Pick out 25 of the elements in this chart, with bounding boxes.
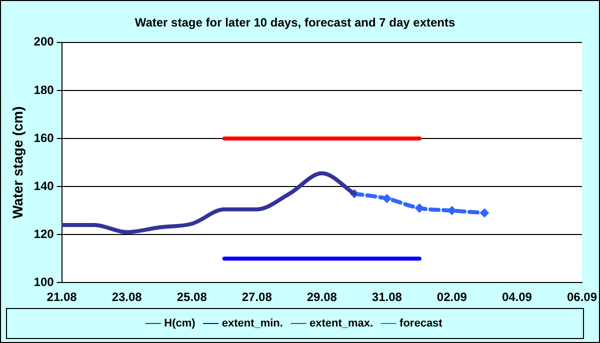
x-tick-label: 29.08 xyxy=(306,290,338,304)
y-tick-label: 140 xyxy=(34,178,54,193)
x-tick-label: 21.08 xyxy=(46,290,78,304)
x-tick-label: 04.09 xyxy=(502,290,532,304)
y-tick-label: 120 xyxy=(34,226,54,241)
point xyxy=(382,194,392,204)
x-tick-label: 31.08 xyxy=(372,290,402,304)
legend-label: extent_min. xyxy=(222,318,283,330)
x-tick-label: 27.08 xyxy=(242,290,272,304)
point xyxy=(480,208,489,218)
legend-label: forecast xyxy=(400,318,443,330)
x-tick-label: 02.09 xyxy=(436,290,468,304)
y-axis-title: Water stage (cm) xyxy=(9,106,26,219)
point xyxy=(414,204,424,213)
y-tick-label: 180 xyxy=(34,82,54,97)
y-tick-label: 160 xyxy=(34,130,54,145)
y-tick-label: 200 xyxy=(34,34,54,49)
x-tick-label: 25.08 xyxy=(176,290,208,304)
line-series xyxy=(62,171,356,234)
x-tick-label: 06.09 xyxy=(566,290,598,304)
y-tick-label: 100 xyxy=(34,274,54,289)
chart-title: Water stage for later 10 days, forecast and 7 day extents xyxy=(134,16,456,30)
legend-label: extent_max. xyxy=(309,318,374,330)
x-tick-label: 23.08 xyxy=(112,290,142,304)
legend-label: H(cm) xyxy=(164,318,196,330)
